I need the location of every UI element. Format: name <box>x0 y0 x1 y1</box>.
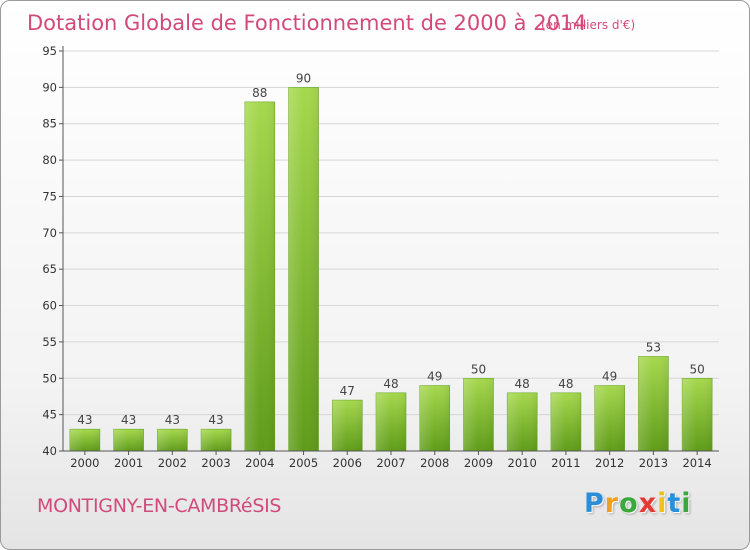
x-tick-label: 2006 <box>333 456 362 470</box>
x-tick-label: 2004 <box>245 456 274 470</box>
commune-name: MONTIGNY-EN-CAMBRéSIS <box>37 495 282 517</box>
x-tick-label: 2003 <box>201 456 230 470</box>
y-tick-label: 95 <box>42 44 57 58</box>
y-tick-label: 50 <box>42 371 57 385</box>
logo-letter: P <box>584 488 605 519</box>
bar-shine <box>332 400 363 451</box>
data-label: 43 <box>208 413 223 427</box>
bar-shine <box>376 392 406 451</box>
y-tick-label: 60 <box>42 299 57 313</box>
y-tick-label: 85 <box>42 117 57 131</box>
y-tick-label: 55 <box>42 335 57 349</box>
bar-shine <box>463 378 494 451</box>
x-tick-label: 2009 <box>464 456 493 470</box>
logo-letter: o <box>619 488 639 519</box>
logo-letter: t <box>667 488 682 519</box>
data-label: 48 <box>515 377 530 391</box>
y-tick-label: 45 <box>42 408 57 422</box>
data-label: 49 <box>602 370 617 384</box>
data-label: 50 <box>471 362 486 376</box>
chart-subtitle: (en milliers d'€) <box>541 18 635 32</box>
data-label: 53 <box>646 340 661 354</box>
y-tick-label: 80 <box>42 153 57 167</box>
data-label: 43 <box>121 413 136 427</box>
bar-shine <box>550 392 581 451</box>
x-tick-label: 2011 <box>551 456 580 470</box>
bar-shine <box>638 356 669 451</box>
bars: 43 43 43 43 88 90 47 48 49 50 48 48 49 53 50 <box>69 71 713 452</box>
logo-letter: i <box>681 488 692 519</box>
bar-shine <box>69 429 100 451</box>
chart-title: Dotation Globale de Fonctionnement de 20… <box>27 11 587 35</box>
bar-shine <box>419 385 450 451</box>
x-tick-label: 2000 <box>70 456 99 470</box>
x-tick-label: 2007 <box>376 456 405 470</box>
data-label: 50 <box>689 362 704 376</box>
logo-letter: i <box>657 488 668 519</box>
x-tick-label: 2001 <box>114 456 143 470</box>
bar-shine <box>244 101 275 451</box>
axes: 40 45 50 55 60 65 70 75 80 85 90 95 2000 2001 2002 2003… <box>42 44 719 470</box>
data-label: 43 <box>165 413 180 427</box>
data-label: 47 <box>340 384 355 398</box>
data-label: 48 <box>383 377 398 391</box>
data-label: 43 <box>77 413 92 427</box>
x-tick-label: 2005 <box>289 456 318 470</box>
x-tick-label: 2014 <box>682 456 711 470</box>
bar-shine <box>113 429 144 451</box>
y-tick-label: 90 <box>42 80 57 94</box>
y-tick-label: 65 <box>42 262 57 276</box>
bar-shine <box>201 429 232 451</box>
bar-shine <box>157 429 188 451</box>
data-label: 49 <box>427 370 442 384</box>
x-tick-label: 2008 <box>420 456 449 470</box>
x-tick-label: 2002 <box>158 456 187 470</box>
y-tick-label: 75 <box>42 189 57 203</box>
y-tick-label: 70 <box>42 226 57 240</box>
proxiti-logo[interactable]: Proxiti <box>584 488 692 519</box>
bar-shine <box>594 385 625 451</box>
grid <box>63 50 719 452</box>
data-label: 88 <box>252 86 267 100</box>
logo-letter: x <box>638 488 658 519</box>
bar-shine <box>507 392 538 451</box>
data-label: 48 <box>558 377 573 391</box>
logo-letter: r <box>604 488 620 519</box>
data-label: 90 <box>296 71 311 85</box>
bar-shine <box>682 378 713 451</box>
x-tick-label: 2010 <box>508 456 537 470</box>
y-tick-label: 40 <box>42 444 57 458</box>
x-tick-label: 2013 <box>639 456 668 470</box>
x-tick-label: 2012 <box>595 456 624 470</box>
bar-shine <box>288 87 319 451</box>
